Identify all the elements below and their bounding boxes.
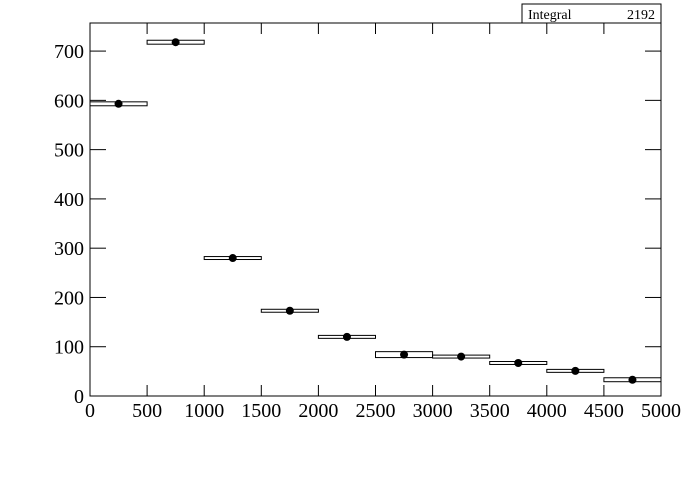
- x-tick-label: 5000: [641, 400, 681, 422]
- x-tick-label: 2000: [298, 400, 338, 422]
- x-tick-label: 1000: [184, 400, 224, 422]
- x-tick-label: 3000: [413, 400, 453, 422]
- stats-box: [521, 3, 662, 24]
- data-point: [400, 350, 409, 359]
- x-tick-label: 4500: [584, 400, 624, 422]
- x-tick-label: 0: [85, 400, 95, 422]
- data-point: [457, 352, 466, 361]
- data-point: [342, 332, 351, 341]
- x-tick-label: 1500: [241, 400, 281, 422]
- plot-frame: [89, 22, 662, 397]
- x-tick-label: 4000: [527, 400, 567, 422]
- data-point: [514, 358, 523, 367]
- x-tick-label: 2500: [356, 400, 396, 422]
- y-tick-label: 0: [74, 386, 84, 408]
- x-tick-label: 3500: [470, 400, 510, 422]
- y-tick-label: 300: [54, 238, 84, 260]
- data-point: [228, 254, 237, 263]
- y-tick-label: 500: [54, 140, 84, 162]
- data-point: [171, 38, 180, 47]
- data-point: [571, 366, 580, 375]
- data-point: [285, 306, 294, 315]
- stats-value: 2192: [627, 8, 655, 23]
- x-tick-label: 500: [132, 400, 162, 422]
- data-point: [114, 99, 123, 108]
- y-tick-label: 400: [54, 189, 84, 211]
- data-point: [628, 375, 637, 384]
- stats-label: Integral: [528, 8, 572, 23]
- y-tick-label: 600: [54, 90, 84, 112]
- y-tick-label: 700: [54, 41, 84, 63]
- y-tick-label: 200: [54, 287, 84, 309]
- y-tick-label: 100: [54, 337, 84, 359]
